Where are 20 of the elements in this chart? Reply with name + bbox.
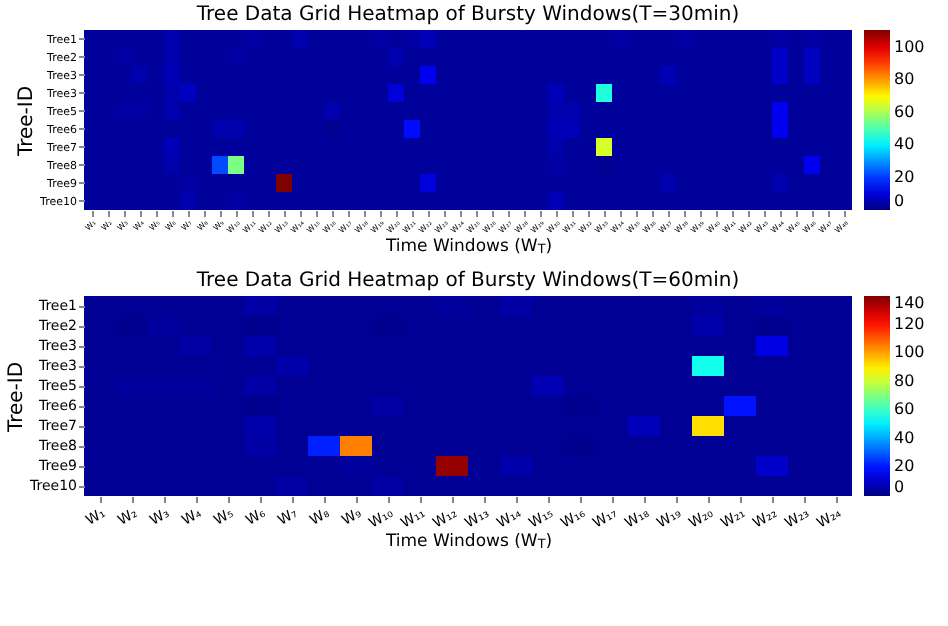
y-axis-title: Tree-ID	[16, 85, 39, 159]
x-axis-title: Time Windows (W$_{T}$)	[383, 531, 553, 553]
color-bar-label: 100	[894, 343, 925, 362]
color-bar-label: 120	[894, 314, 925, 333]
color-bar-label: 60	[894, 102, 915, 121]
color-bar-label: 20	[894, 167, 915, 186]
color-bar-label: 20	[894, 457, 915, 476]
color-bar-label: 80	[894, 70, 915, 89]
color-bar-label: 100	[894, 37, 925, 56]
y-axis-title: Tree-ID	[6, 361, 29, 435]
color-bar-label: 140	[894, 294, 925, 312]
chart-title: Tree Data Grid Heatmap of Bursty Windows(T=60min)	[194, 270, 740, 292]
color-bar-label: 40	[894, 428, 915, 447]
x-axis-title: Time Windows (W$_{T}$)	[383, 236, 553, 258]
color-bar-label: 60	[894, 400, 915, 419]
chart-title: Tree Data Grid Heatmap of Bursty Windows(T=30min)	[194, 4, 740, 26]
color-bar-label: 0	[894, 478, 905, 496]
color-bar-label: 80	[894, 371, 915, 390]
color-bar-label: 0	[894, 192, 905, 210]
color-bar-label: 40	[894, 135, 915, 154]
